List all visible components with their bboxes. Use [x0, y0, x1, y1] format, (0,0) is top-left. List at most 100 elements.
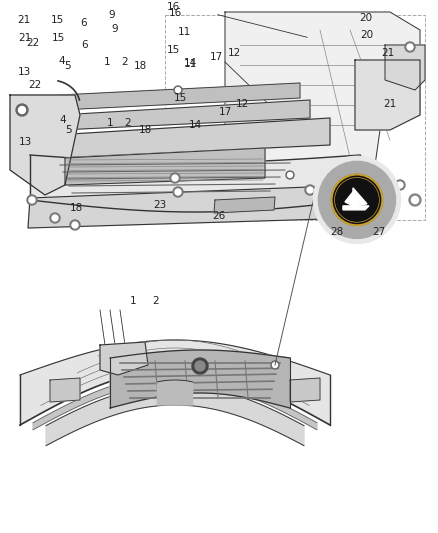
Circle shape — [174, 86, 182, 94]
Circle shape — [272, 362, 278, 367]
Circle shape — [52, 215, 58, 221]
Circle shape — [195, 361, 205, 371]
Polygon shape — [28, 185, 360, 228]
Circle shape — [176, 87, 180, 93]
Text: 1: 1 — [107, 118, 113, 128]
Circle shape — [70, 220, 80, 230]
Polygon shape — [65, 148, 265, 185]
Circle shape — [29, 197, 35, 203]
Text: 11: 11 — [184, 59, 197, 69]
Circle shape — [50, 213, 60, 223]
Polygon shape — [33, 375, 317, 430]
Text: 20: 20 — [359, 13, 372, 22]
Text: 4: 4 — [60, 115, 66, 125]
Polygon shape — [157, 380, 193, 405]
Polygon shape — [225, 12, 420, 215]
Text: 22: 22 — [26, 38, 39, 48]
Polygon shape — [355, 60, 420, 130]
Text: 2: 2 — [125, 118, 131, 128]
Circle shape — [172, 175, 178, 181]
Text: 12: 12 — [235, 99, 249, 109]
Text: 18: 18 — [70, 203, 83, 213]
Text: 18: 18 — [134, 61, 147, 71]
Text: 5: 5 — [65, 125, 71, 135]
Circle shape — [287, 173, 293, 177]
Circle shape — [405, 42, 415, 52]
Text: 1: 1 — [104, 57, 111, 67]
Circle shape — [314, 156, 400, 244]
Text: 1: 1 — [130, 296, 137, 306]
Polygon shape — [55, 118, 330, 158]
Circle shape — [337, 182, 343, 188]
Circle shape — [170, 173, 180, 183]
Text: 12: 12 — [228, 47, 241, 58]
Text: 13: 13 — [18, 137, 32, 147]
Text: 20: 20 — [360, 30, 374, 40]
Polygon shape — [30, 155, 360, 212]
Text: 26: 26 — [212, 211, 226, 221]
Polygon shape — [290, 378, 320, 402]
Polygon shape — [46, 385, 304, 446]
Circle shape — [397, 182, 403, 188]
Text: 23: 23 — [153, 200, 166, 210]
Text: 15: 15 — [50, 15, 64, 25]
Text: 15: 15 — [173, 93, 187, 103]
Text: 6: 6 — [82, 40, 88, 50]
Text: 9: 9 — [112, 24, 118, 34]
Text: 27: 27 — [372, 227, 385, 237]
Circle shape — [307, 187, 313, 193]
Circle shape — [18, 107, 25, 114]
Text: 17: 17 — [219, 107, 232, 117]
Polygon shape — [20, 340, 330, 425]
Circle shape — [175, 189, 181, 195]
Polygon shape — [60, 83, 300, 110]
Text: 15: 15 — [166, 45, 180, 55]
Circle shape — [192, 358, 208, 374]
Text: 21: 21 — [18, 33, 32, 43]
Polygon shape — [60, 100, 310, 130]
Circle shape — [173, 187, 183, 197]
Text: 5: 5 — [64, 61, 71, 71]
Circle shape — [332, 174, 382, 225]
Text: 15: 15 — [51, 33, 65, 43]
Text: 2: 2 — [121, 57, 128, 67]
Polygon shape — [345, 192, 353, 206]
Text: 22: 22 — [28, 80, 42, 90]
Text: 11: 11 — [177, 27, 191, 37]
Circle shape — [318, 161, 396, 238]
Circle shape — [411, 197, 418, 204]
Polygon shape — [10, 95, 80, 195]
Polygon shape — [214, 197, 275, 213]
Circle shape — [335, 180, 345, 190]
Text: 14: 14 — [188, 120, 201, 130]
Circle shape — [407, 44, 413, 50]
Polygon shape — [110, 350, 290, 408]
Text: 16: 16 — [168, 8, 182, 18]
Text: 16: 16 — [166, 2, 180, 12]
Polygon shape — [50, 378, 80, 402]
Polygon shape — [343, 206, 369, 210]
Text: 18: 18 — [138, 125, 152, 135]
Text: 28: 28 — [331, 227, 344, 237]
Text: 4: 4 — [58, 56, 65, 66]
Text: 21: 21 — [383, 99, 397, 109]
Polygon shape — [100, 342, 148, 375]
Circle shape — [271, 361, 279, 369]
Text: 21: 21 — [381, 47, 394, 58]
Text: 6: 6 — [80, 18, 87, 28]
Circle shape — [72, 222, 78, 228]
Text: 17: 17 — [210, 52, 223, 62]
Polygon shape — [353, 188, 367, 206]
Text: 14: 14 — [184, 59, 197, 68]
Circle shape — [16, 104, 28, 116]
Circle shape — [395, 180, 405, 190]
Text: 9: 9 — [108, 10, 115, 20]
Circle shape — [305, 185, 315, 195]
Circle shape — [27, 195, 37, 205]
Circle shape — [286, 171, 294, 179]
Polygon shape — [385, 45, 425, 90]
Circle shape — [409, 194, 421, 206]
Text: 2: 2 — [152, 296, 159, 306]
Text: 13: 13 — [18, 67, 31, 77]
Text: 21: 21 — [18, 15, 31, 25]
